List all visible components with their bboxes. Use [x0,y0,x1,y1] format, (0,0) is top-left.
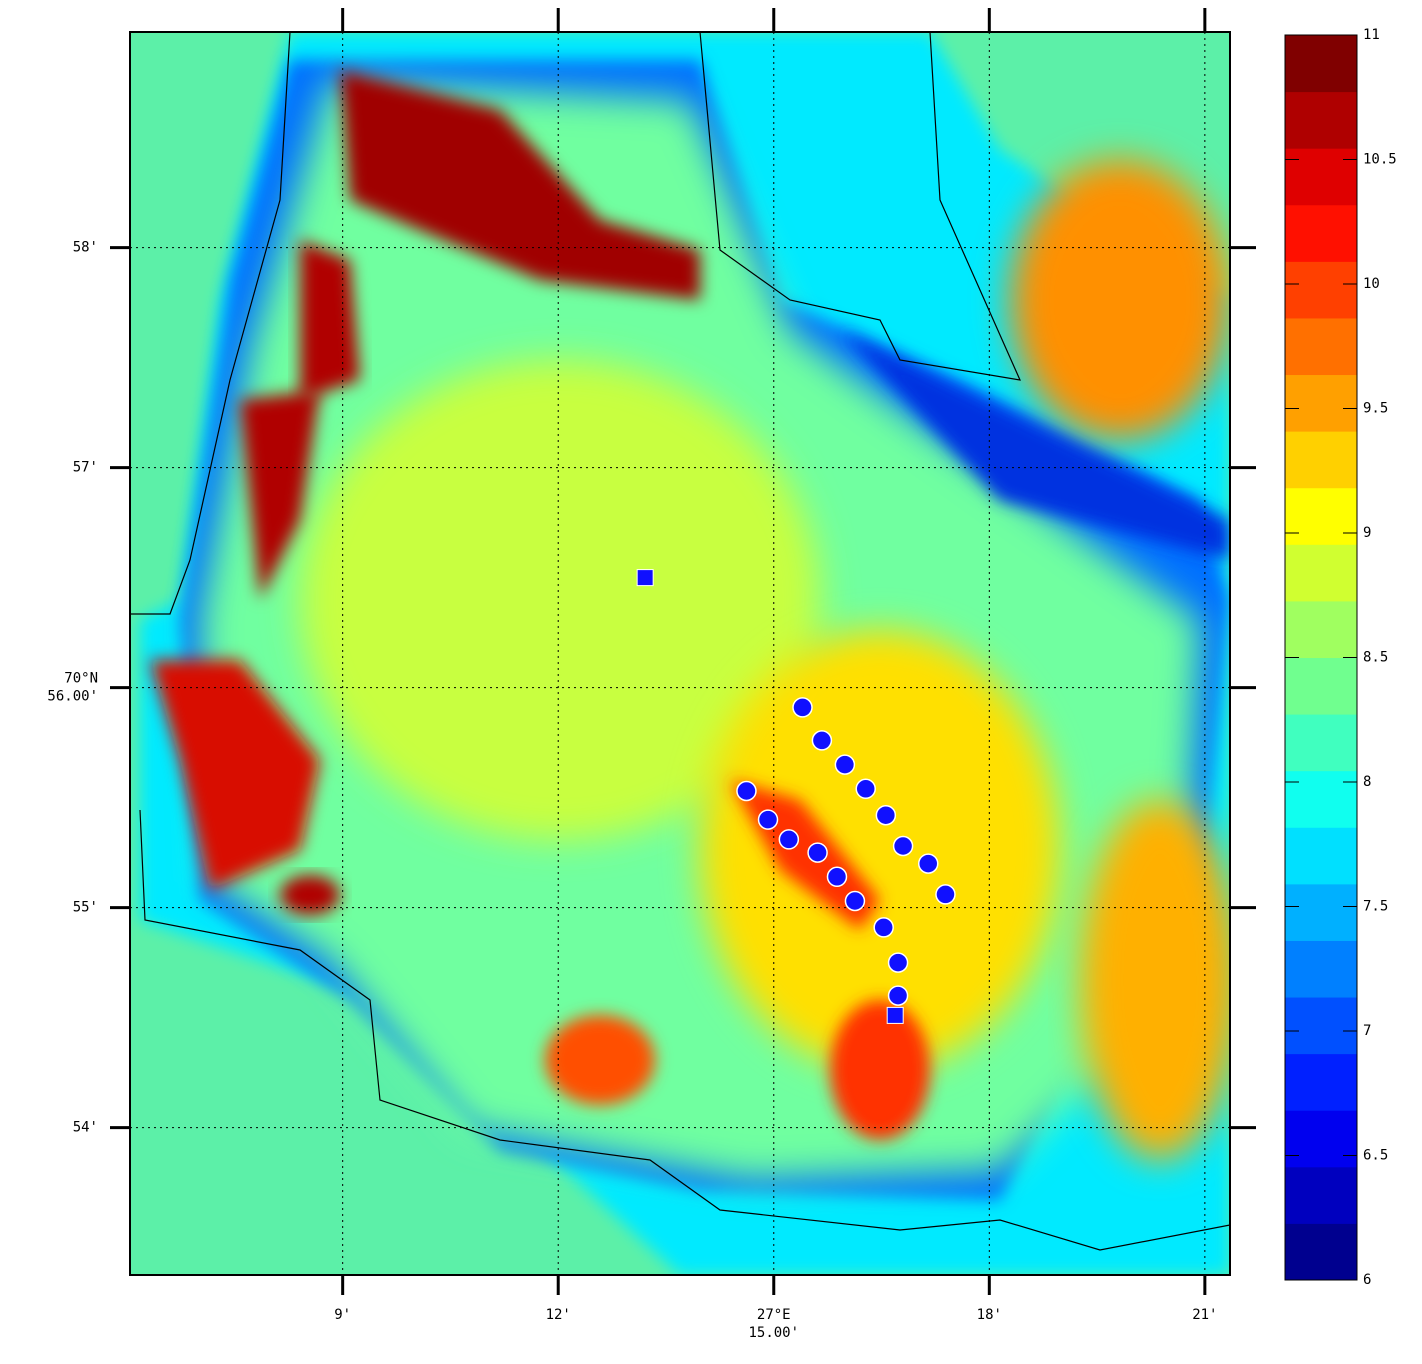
colorbar-label: 8 [1363,774,1371,790]
colorbar-label: 11 [1363,27,1380,43]
circle-marker [892,835,914,857]
colorbar-label: 6 [1363,1272,1371,1288]
circle-marker [792,697,813,718]
colorbar-band [1285,600,1357,658]
circle-marker [826,866,848,888]
circle-marker [844,890,866,912]
colorbar-band [1285,1166,1357,1224]
colorbar-label: 9 [1363,525,1371,541]
colorbar-band [1285,544,1357,602]
x-tick-label: 12' [546,1307,571,1323]
circle-marker [807,842,828,863]
colorbar-band [1285,261,1357,319]
colorbar-label: 7.5 [1363,899,1388,915]
circle-marker [887,985,909,1006]
colorbar-label: 10 [1363,276,1380,292]
circle-marker [873,917,894,938]
colorbar-band [1285,657,1357,715]
colorbar-band [1285,148,1357,206]
square-marker [886,1006,904,1024]
colorbar-band [1285,204,1357,262]
circle-marker [736,780,757,802]
colorbar-band [1285,374,1357,432]
circle-marker [875,804,897,826]
colorbar: 6 6.5 7 7.5 8 8.5 9 9.5 10 10.5 11 [1284,27,1397,1288]
colorbar-band [1285,940,1357,998]
colorbar-band [1285,1223,1357,1281]
circle-marker [811,730,833,751]
colorbar-band [1285,714,1357,772]
colorbar-band [1285,770,1357,828]
x-tick-label: 18' [977,1307,1002,1323]
colorbar-band [1285,997,1357,1055]
colorbar-band [1285,1053,1357,1111]
colorbar-band [1285,883,1357,941]
colorbar-label: 7 [1363,1023,1371,1039]
colorbar-band [1285,431,1357,489]
colorbar-band [1285,35,1357,93]
colorbar-label: 6.5 [1363,1148,1388,1164]
circle-marker [834,754,856,775]
colorbar-label: 10.5 [1363,152,1397,168]
x-tick-label: 27°E [757,1307,791,1323]
circle-marker [757,809,779,830]
y-tick-label: 56.00' [47,689,98,705]
circle-marker [935,884,956,905]
circle-marker [917,853,939,874]
x-tick-label: 21' [1192,1307,1217,1323]
colorbar-band [1285,1110,1357,1168]
x-tick-label: 15.00' [748,1325,799,1341]
y-tick-label: 55' [73,900,98,916]
colorbar-label: 8.5 [1363,650,1388,666]
colorbar-label: 9.5 [1363,401,1388,417]
square-marker [636,569,654,587]
y-tick-label: 70°N [64,671,98,687]
y-tick-label: 57' [73,460,98,476]
colorbar-band [1285,317,1357,376]
plot-frame [129,31,1231,1276]
colorbar-band [1285,487,1357,545]
circle-marker [855,778,876,800]
circle-marker [887,952,909,973]
colorbar-band [1285,827,1357,885]
y-tick-label: 58' [73,240,98,256]
circle-marker [778,829,800,850]
y-tick-label: 54' [73,1120,98,1136]
colorbar-band [1285,91,1357,149]
x-tick-label: 9' [334,1307,351,1323]
field [130,32,1230,1275]
